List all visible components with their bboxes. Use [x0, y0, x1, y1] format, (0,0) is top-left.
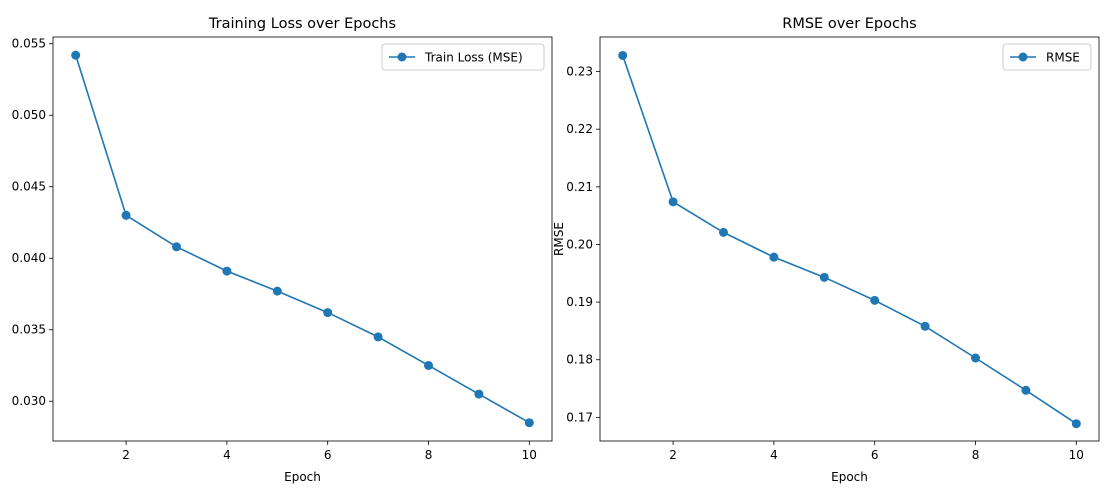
y-tick-label: 0.040	[12, 251, 46, 265]
y-tick-label: 0.21	[566, 180, 593, 194]
legend: Train Loss (MSE)	[381, 43, 545, 71]
x-tick-label: 2	[669, 448, 677, 462]
x-tick-label: 6	[324, 448, 332, 462]
y-tick-label: 0.045	[12, 180, 46, 194]
y-tick-label: 0.050	[12, 108, 46, 122]
legend-marker	[1018, 52, 1028, 62]
data-point	[819, 272, 829, 282]
legend-box	[381, 43, 545, 71]
x-tick-label: 4	[770, 448, 778, 462]
legend-label: Train Loss (MSE)	[424, 51, 523, 65]
data-point	[618, 50, 628, 60]
loss-chart-panel: Training Loss over Epochs 2 4 6 8 10 Epoch 0.03…	[12, 16, 553, 484]
legend-label: RMSE	[1046, 51, 1080, 65]
data-point	[1071, 419, 1081, 429]
x-tick-label: 2	[122, 448, 130, 462]
y-tick-label: 0.035	[12, 323, 46, 337]
y-tick-label: 0.18	[566, 353, 593, 367]
data-point	[323, 308, 333, 318]
y-tick-label: 0.030	[12, 394, 46, 408]
x-tick-label: 10	[1069, 448, 1084, 462]
y-tick-label: 0.20	[566, 237, 593, 251]
legend: RMSE	[1002, 43, 1092, 71]
x-tick-label: 8	[425, 448, 433, 462]
plot-frame	[52, 36, 553, 442]
y-tick-label: 0.23	[566, 65, 593, 79]
x-tick-label: 8	[972, 448, 980, 462]
series-line	[74, 54, 530, 424]
data-point	[171, 242, 181, 252]
data-point	[121, 210, 131, 220]
legend-box	[1002, 43, 1092, 71]
data-point	[71, 50, 81, 60]
data-point	[424, 360, 434, 370]
data-point	[920, 321, 930, 331]
x-tick-label: 10	[522, 448, 537, 462]
rmse-chart-panel: RMSE over Epochs 2 4 6 8 10 Epoch 0.17 0.18 0.19 0…	[552, 16, 1100, 484]
y-tick-label: 0.17	[566, 410, 593, 424]
data-point	[718, 227, 728, 237]
data-point	[474, 389, 484, 399]
data-point	[769, 252, 779, 262]
plot-frame	[599, 36, 1100, 442]
data-point	[668, 197, 678, 207]
series-line	[621, 55, 1077, 425]
x-tick-label: 4	[223, 448, 231, 462]
chart-title: RMSE over Epochs	[782, 16, 916, 32]
x-axis-label: Epoch	[831, 470, 868, 484]
data-point	[870, 295, 880, 305]
y-tick-label: 0.19	[566, 295, 593, 309]
x-tick-label: 6	[871, 448, 879, 462]
y-tick-label: 0.055	[12, 37, 46, 51]
y-tick-label: 0.22	[566, 122, 593, 136]
data-point	[373, 332, 383, 342]
data-point	[272, 286, 282, 296]
data-point	[524, 418, 534, 428]
chart-title: Training Loss over Epochs	[208, 16, 396, 32]
data-point	[1021, 385, 1031, 395]
data-point	[971, 353, 981, 363]
y-axis-label: RMSE	[552, 222, 566, 256]
x-axis-label: Epoch	[284, 470, 321, 484]
data-point	[222, 266, 232, 276]
legend-marker	[397, 52, 407, 62]
